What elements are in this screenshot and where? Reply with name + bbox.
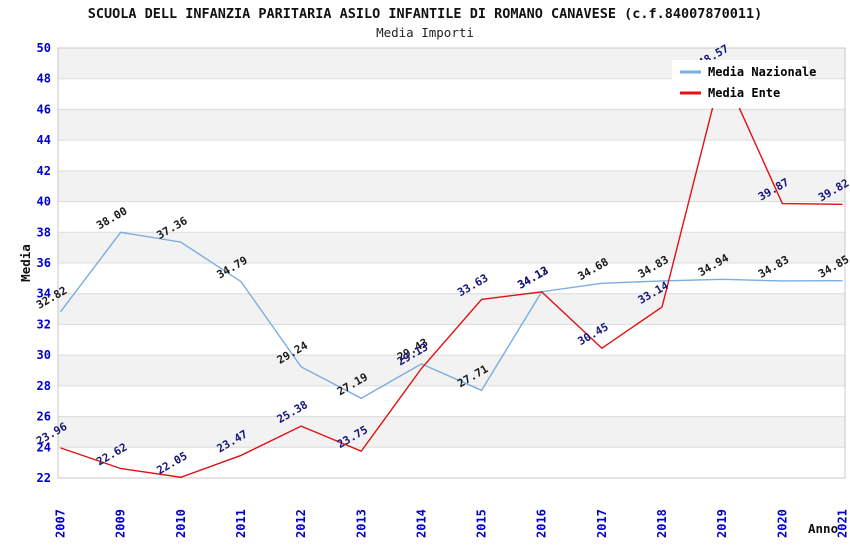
plot-band — [58, 109, 845, 141]
plot-band — [58, 293, 845, 325]
x-tick-label: 2015 — [475, 509, 489, 538]
y-tick-label: 36 — [37, 256, 51, 270]
x-tick-label: 2019 — [715, 509, 729, 538]
x-tick-label: 2010 — [174, 509, 188, 538]
x-tick-label: 2013 — [354, 509, 368, 538]
series-line-media-ente — [60, 67, 843, 478]
x-tick-label: 2016 — [535, 509, 549, 538]
plot-band — [58, 355, 845, 386]
y-tick-label: 24 — [37, 440, 51, 454]
legend-label: Media Nazionale — [708, 65, 816, 79]
y-tick-label: 44 — [37, 133, 51, 147]
y-tick-label: 50 — [37, 41, 51, 55]
plot-band — [58, 170, 845, 202]
y-tick-label: 34 — [37, 287, 51, 301]
chart-subtitle: Media Importi — [376, 25, 474, 40]
plot-frame — [57, 47, 846, 479]
x-tick-label: 2012 — [294, 509, 308, 538]
x-tick-label: 2011 — [234, 509, 248, 538]
data-label: 22.05 — [154, 449, 189, 477]
y-tick-label: 32 — [37, 317, 51, 331]
y-tick-label: 38 — [37, 225, 51, 239]
y-tick-label: 42 — [37, 164, 51, 178]
x-axis-title: Anno — [808, 521, 838, 536]
x-tick-label: 2014 — [414, 509, 428, 538]
data-label: 38.00 — [94, 204, 129, 232]
y-tick-label: 22 — [37, 471, 51, 485]
y-tick-label: 30 — [37, 348, 51, 362]
y-tick-label: 28 — [37, 379, 51, 393]
x-tick-label: 2021 — [836, 509, 850, 538]
y-tick-label: 46 — [37, 102, 51, 116]
y-axis-title: Media — [18, 244, 33, 282]
data-label: 34.12 — [515, 264, 550, 292]
series-line-media-nazionale — [59, 231, 843, 400]
y-tick-label: 48 — [37, 72, 51, 86]
x-tick-label: 2009 — [114, 509, 128, 538]
plot-band — [58, 416, 845, 448]
x-tick-label: 2018 — [655, 509, 669, 538]
legend-box — [672, 60, 808, 108]
x-tick-label: 2017 — [595, 509, 609, 538]
y-tick-label: 26 — [37, 410, 51, 424]
legend-label: Media Ente — [708, 86, 780, 100]
x-tick-label: 2007 — [54, 509, 68, 538]
chart-title: SCUOLA DELL INFANZIA PARITARIA ASILO INF… — [87, 6, 763, 22]
y-tick-label: 40 — [37, 195, 51, 209]
x-tick-label: 2020 — [775, 509, 789, 538]
